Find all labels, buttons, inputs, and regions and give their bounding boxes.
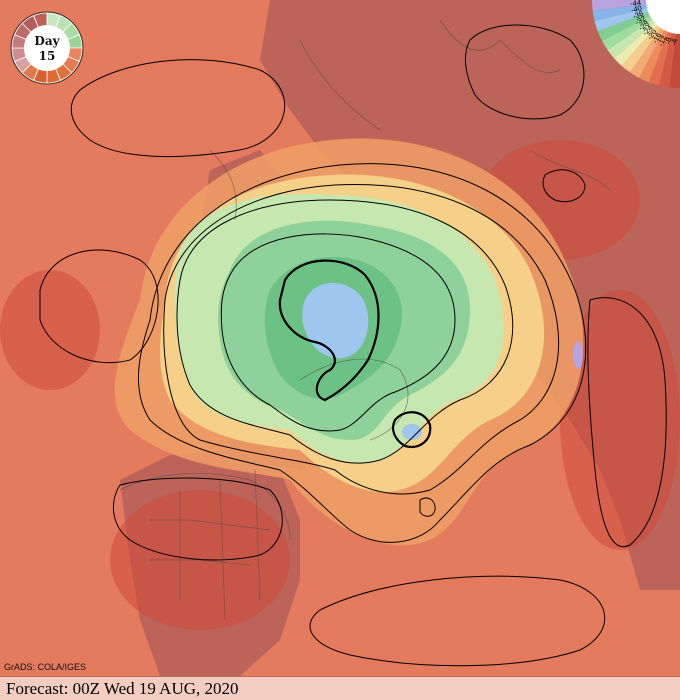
legend-tick-label: -44 [630,0,642,8]
day-number: 15 [38,49,56,63]
contour-third-ring [176,199,514,464]
contour-small-loop [542,169,586,203]
contour-europe-loop [464,24,585,120]
contour-outer-ring [138,163,587,543]
contour-central-low [278,259,380,402]
legend-tick-label: -8 [663,37,673,45]
contour-asia-east [587,297,667,548]
contour-fourth-ring [220,233,456,432]
legend-tick-label: -4 [669,38,679,45]
credit-label: GrADS: COLA/IGES [4,662,87,672]
low-pressure-contours [278,259,432,448]
legend-tick-label: -40 [630,3,643,14]
cold-pool-field [302,282,369,359]
day-label: Day [34,34,60,48]
contour-west-loop [39,249,159,364]
color-scale-legend: -4 -8 -12 -16 -20 -24 -28 -32 -36 -40 -44 [590,0,680,92]
contour-south-loop [309,575,606,667]
cold-pool-east [573,341,583,369]
hot-region-west [0,270,100,390]
forecast-footer: Forecast: 00Z Wed 19 AUG, 2020 [0,676,680,700]
contour-second-ring [163,183,560,495]
height-contours [39,24,667,667]
hot-region-central-asia [560,290,680,550]
forecast-timestamp: Forecast: 00Z Wed 19 AUG, 2020 [6,679,239,698]
day-dial-icon [10,11,84,85]
legend-tick-label: -12 [656,34,668,47]
legend-tick-label: -36 [631,9,644,21]
contour-na-loop [112,477,283,561]
cold-pool-small [402,424,422,440]
coastlines [119,19,611,621]
contour-asia-west [70,59,286,158]
color-scale-wheel-icon: -4-8-12-16-20-24-28-32-36-40-44 [592,0,680,88]
contour-east-small [419,497,436,517]
contour-greenland-low [391,411,432,448]
forecast-day-dial: Day 15 [9,10,85,86]
